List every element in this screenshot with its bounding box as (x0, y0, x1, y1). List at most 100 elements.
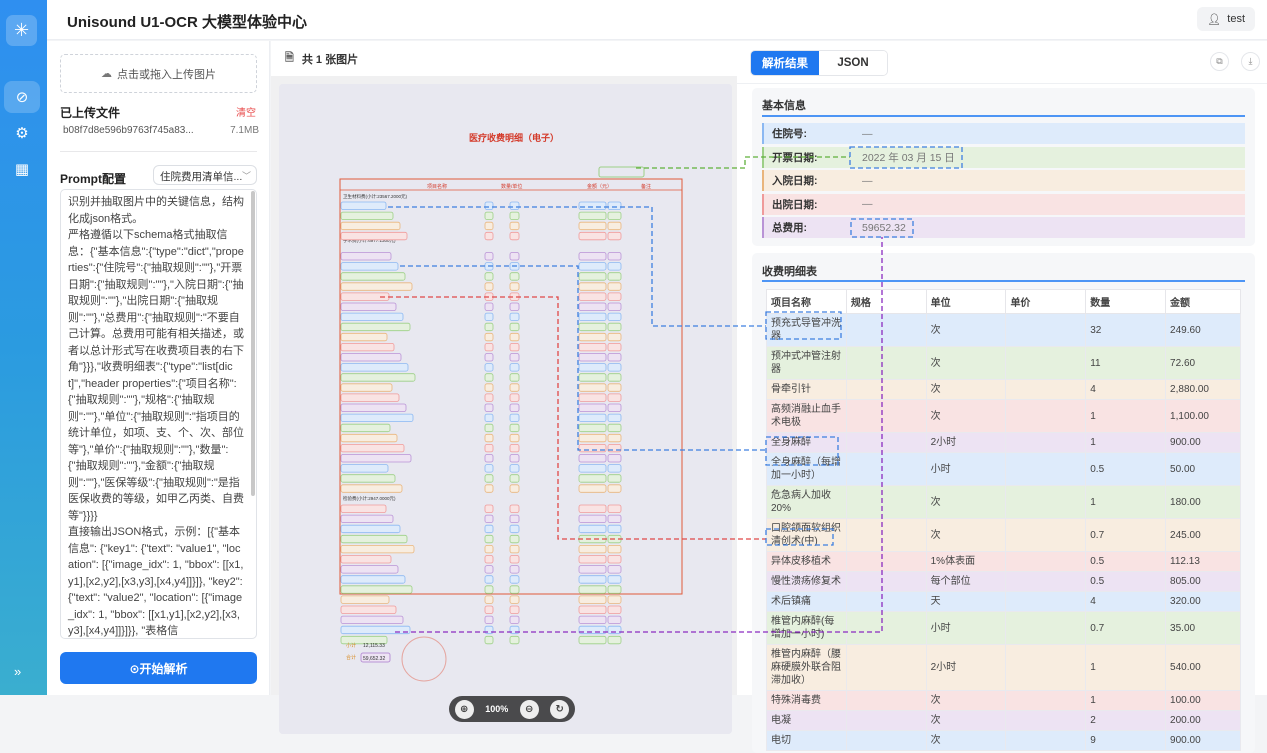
table-row[interactable]: 特殊消毒费 次 1 100.00 (766, 690, 1241, 711)
file-name: b08f7d8e596b9763f745a83... (63, 125, 194, 136)
table-row[interactable]: 术后镇痛 天 4 320.00 (766, 591, 1241, 612)
table-row[interactable]: 全身麻醉（每增加一小时） 小时 0.5 50.00 (766, 452, 1241, 486)
field-value[interactable]: 59652.32 (862, 221, 906, 234)
doc-highlight-box (607, 595, 622, 604)
doc-highlight-box (578, 312, 607, 322)
doc-highlight-box (340, 363, 409, 372)
doc-highlight-box (340, 585, 413, 594)
doc-highlight-box (340, 332, 388, 342)
doc-highlight-box (484, 201, 494, 210)
table-cell (845, 379, 927, 400)
field-value[interactable]: — (862, 127, 873, 140)
table-cell: 112.13 (1165, 551, 1241, 572)
doc-highlight-box (607, 302, 622, 311)
doc-highlight-box (607, 363, 622, 372)
field-value[interactable]: — (862, 198, 873, 210)
start-parse-button[interactable]: ⊙开始解析 (60, 652, 257, 684)
doc-highlight-box (578, 615, 607, 624)
column-header: 单位 (925, 289, 1007, 314)
table-row[interactable]: 口腔颌面软组织清创术(中) 次 0.7 245.00 (766, 518, 1241, 552)
table-row[interactable]: 预充式导管冲洗器 次 32 249.60 (766, 313, 1241, 347)
doc-highlight-box (607, 464, 622, 473)
table-cell: 天 (925, 591, 1007, 612)
doc-highlight-box (578, 262, 607, 271)
table-cell: 245.00 (1165, 518, 1241, 552)
doc-highlight-box (484, 464, 494, 473)
gear-icon[interactable]: ⚙ (15, 125, 29, 142)
table-row[interactable]: 慢性溃疡修复术 每个部位 0.5 805.00 (766, 571, 1241, 592)
tab-parse-result[interactable]: 解析结果 (751, 51, 819, 75)
doc-highlight-box (578, 504, 607, 513)
doc-highlight-box (340, 302, 397, 311)
doc-highlight-box (578, 635, 607, 645)
table-cell (1005, 611, 1087, 645)
table-row[interactable]: 异体皮移植术 1%体表面 0.5 112.13 (766, 551, 1241, 572)
field-label: 总费用: (772, 222, 807, 234)
prompt-select[interactable]: 住院费用清单信... ﹀ (153, 165, 257, 185)
table-row[interactable]: 椎管内麻醉（腰麻硬膜外联合阻滞加收） 2小时 1 540.00 (766, 644, 1241, 691)
table-row[interactable]: 骨牵引针 次 4 2,880.00 (766, 379, 1241, 400)
table-cell: 次 (925, 313, 1007, 347)
details-table: 项目名称 规格 单位 单价 数量 金额 预充式导管冲洗器次 32 249.60 预冲式冲管注射器… (766, 289, 1241, 751)
expand-sidebar-icon[interactable]: » (14, 664, 22, 679)
doc-highlight-box (578, 595, 607, 604)
tab-json[interactable]: JSON (819, 51, 887, 75)
doc-highlight-box (340, 312, 404, 322)
upload-dropzone[interactable]: ☁ 点击或拖入上传图片 (60, 54, 257, 93)
table-row[interactable]: 高频消融止血手术电极 次 1 1,100.00 (766, 399, 1241, 433)
prompt-scrollbar[interactable] (251, 191, 255, 496)
user-button[interactable]: 👤︎ test (1197, 7, 1255, 31)
doc-total-label: 合计 (346, 654, 356, 661)
field-value[interactable]: 2022 年 03 月 15 日 (862, 151, 955, 164)
doc-highlight-box (578, 565, 607, 574)
doc-highlight-box (509, 514, 520, 524)
table-row[interactable]: 电切 次 9 900.00 (766, 730, 1241, 751)
prompt-config-title: Prompt配置 (60, 172, 127, 186)
doc-highlight-box (484, 302, 494, 311)
doc-highlight-box (578, 252, 607, 261)
table-row[interactable]: 电凝 次 2 200.00 (766, 710, 1241, 731)
doc-highlight-box (607, 484, 622, 493)
table-row[interactable]: 预冲式冲管注射器 次 11 72.60 (766, 346, 1241, 380)
doc-highlight-box (509, 201, 520, 210)
table-cell: 249.60 (1165, 313, 1241, 347)
table-row[interactable]: 椎管内麻醉(每增加一小时) 小时 0.7 35.00 (766, 611, 1241, 645)
doc-highlight-box (509, 383, 520, 392)
uploaded-file[interactable]: b08f7d8e596b9763f745a83... 7.1MB (63, 125, 259, 136)
clear-button[interactable]: 清空 (236, 108, 256, 119)
table-row[interactable]: 危急病人加收20% 次 1 180.00 (766, 485, 1241, 519)
field-value[interactable]: — (862, 174, 873, 187)
logo-icon[interactable]: ✳ (6, 15, 37, 46)
table-cell: 1%体表面 (925, 551, 1007, 572)
table-row[interactable]: 全身麻醉 2小时 1 900.00 (766, 432, 1241, 453)
doc-highlight-box (484, 615, 494, 624)
table-cell: 9 (1085, 730, 1167, 751)
doc-highlight-box (509, 342, 520, 352)
rotate-icon[interactable]: ↻ (550, 699, 570, 719)
doc-highlight-box (484, 413, 494, 423)
download-icon[interactable]: ⤓ (1241, 52, 1260, 71)
table-cell: 特殊消毒费 (766, 690, 847, 711)
basic-info-row: 出院日期: — (762, 193, 1245, 215)
copy-icon[interactable]: ⧉ (1210, 52, 1229, 71)
table-cell: 900.00 (1165, 730, 1241, 751)
compass-icon[interactable]: ⊘ (4, 81, 40, 113)
doc-highlight-box (340, 635, 388, 645)
table-cell: 次 (925, 379, 1007, 400)
zoom-out-icon[interactable]: ⊖ (519, 699, 539, 719)
prompt-textarea[interactable]: 识别并抽取图片中的关键信息，结构化成json格式。 严格遵循以下schema格式… (60, 189, 257, 639)
doc-highlight-box (509, 575, 520, 584)
table-cell: 危急病人加收20% (766, 485, 847, 519)
doc-highlight-box (484, 221, 494, 231)
doc-highlight-box (578, 363, 607, 372)
doc-highlight-box (578, 332, 607, 342)
doc-highlight-box (340, 322, 411, 332)
doc-highlight-box (509, 615, 520, 624)
zoom-in-icon[interactable]: ⊕ (454, 699, 474, 719)
doc-highlight-box (607, 252, 622, 261)
grid-icon[interactable]: ▦ (14, 161, 30, 178)
doc-highlight-box (340, 544, 415, 554)
doc-highlight-box (484, 282, 494, 291)
table-cell: 540.00 (1165, 644, 1241, 691)
table-cell: 35.00 (1165, 611, 1241, 645)
